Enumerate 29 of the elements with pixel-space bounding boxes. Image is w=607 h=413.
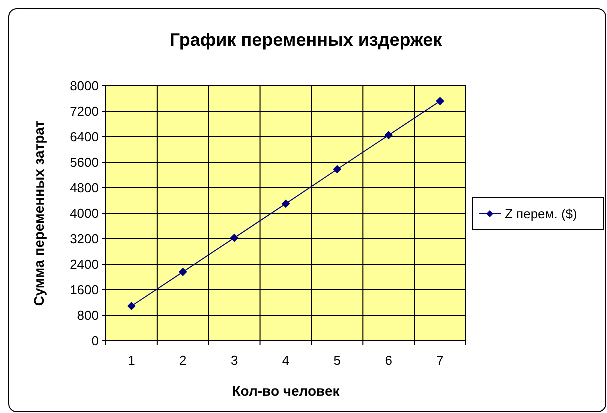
point — [282, 200, 290, 208]
x-tick-label: 7 — [436, 353, 444, 368]
x-tick-label: 1 — [128, 353, 136, 368]
y-tick-label: 6400 — [70, 130, 99, 145]
x-axis-title: Кол-во человек — [232, 383, 341, 399]
x-tick-label: 6 — [385, 353, 392, 368]
point — [384, 131, 393, 140]
point — [128, 302, 136, 310]
y-tick-label: 800 — [77, 308, 99, 324]
y-tick-label: 5600 — [70, 155, 99, 170]
point — [179, 268, 188, 276]
point — [333, 166, 342, 174]
x-tick-label: 2 — [180, 353, 187, 368]
y-tick-label: 3200 — [70, 232, 99, 247]
y-tick-label: 2400 — [70, 257, 99, 272]
chart-title: График переменных издержек — [170, 30, 444, 50]
y-tick-label: 8000 — [70, 78, 99, 94]
legend-label: Z перем. ($) — [505, 206, 578, 222]
y-tick-label: 7200 — [70, 104, 99, 120]
y-tick-label: 0 — [92, 334, 99, 349]
y-tick-label: 4800 — [70, 180, 99, 196]
y-axis-title: Сумма переменных затрат — [31, 120, 47, 306]
point — [436, 97, 444, 106]
y-tick-label: 4000 — [70, 206, 99, 222]
x-tick-label: 3 — [230, 353, 238, 368]
y-tick-label: 1600 — [70, 282, 99, 298]
x-tick-label: 4 — [282, 353, 290, 368]
x-tick-label: 5 — [334, 353, 342, 368]
point — [230, 234, 239, 242]
